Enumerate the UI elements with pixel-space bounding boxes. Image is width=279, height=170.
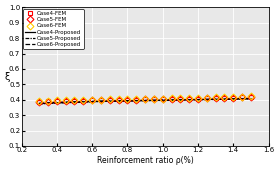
X-axis label: Reinforcement ratio ρ(%): Reinforcement ratio ρ(%): [97, 156, 193, 165]
Legend: Case4-FEM, Case5-FEM, Case6-FEM, Case4-Proposed, Case5-Proposed, Case6-Proposed: Case4-FEM, Case5-FEM, Case6-FEM, Case4-P…: [23, 9, 84, 49]
Y-axis label: ξ: ξ: [5, 72, 10, 82]
